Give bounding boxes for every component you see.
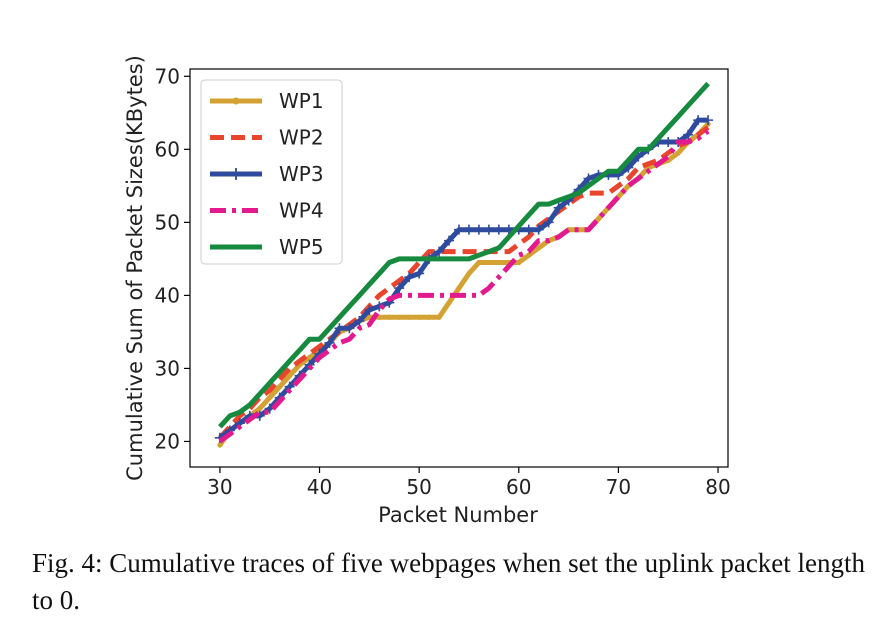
x-tick-label: 70 (606, 475, 631, 499)
y-tick-label: 30 (155, 356, 180, 380)
legend-label-wp3: WP3 (279, 162, 324, 186)
point-wp3 (543, 217, 554, 228)
point-wp3 (553, 202, 564, 213)
point-wp3 (414, 268, 425, 279)
point-wp1 (287, 373, 293, 379)
y-axis-label: Cumulative Sum of Packet Sizes(KBytes) (123, 55, 147, 481)
series-layer (214, 81, 714, 448)
y-tick-label: 40 (155, 283, 180, 307)
y-tick-label: 70 (155, 64, 180, 88)
y-tick-label: 60 (155, 137, 180, 161)
x-tick-label: 40 (307, 475, 332, 499)
axes-layer (189, 68, 729, 468)
point-wp3 (663, 137, 674, 148)
y-tick-label: 50 (155, 210, 180, 234)
point-wp1 (496, 259, 502, 266)
series-line-wp4 (218, 129, 710, 444)
legend: WP1 WP2 WP3 WP4 WP5 (200, 79, 343, 265)
point-wp1 (476, 259, 482, 266)
x-tick-label: 60 (506, 475, 531, 499)
point-wp3 (693, 115, 704, 126)
point-wp1 (436, 314, 442, 320)
point-wp1 (386, 314, 392, 320)
legend-marker (230, 168, 242, 180)
series-line-wp5 (218, 81, 710, 429)
series-line-wp2 (218, 125, 710, 440)
point-wp1 (396, 314, 402, 320)
point-wp1 (516, 259, 522, 266)
point-wp3 (324, 337, 335, 348)
x-tick-label: 80 (705, 475, 730, 499)
figure-caption: Fig. 4: Cumulative traces of five webpag… (32, 548, 866, 615)
point-wp3 (454, 224, 464, 235)
point-wp3 (444, 235, 455, 246)
point-wp3 (703, 115, 714, 126)
point-wp3 (523, 224, 534, 235)
point-wp1 (267, 395, 273, 401)
legend-label-wp2: WP2 (279, 126, 324, 150)
point-wp3 (583, 173, 594, 184)
point-wp1 (675, 150, 681, 156)
legend-marker (232, 97, 240, 105)
point-wp3 (354, 315, 365, 326)
point-wp3 (493, 224, 504, 235)
point-wp1 (426, 314, 432, 320)
x-tick-label: 50 (406, 475, 431, 499)
plot-frame (189, 68, 729, 468)
point-wp3 (473, 224, 484, 235)
point-wp1 (486, 259, 492, 266)
point-wp1 (595, 216, 602, 222)
point-wp3 (344, 323, 355, 334)
point-wp1 (306, 354, 313, 361)
y-tick-label: 20 (155, 429, 180, 453)
point-wp3 (463, 224, 474, 235)
point-wp1 (446, 300, 452, 306)
point-wp1 (217, 442, 223, 448)
point-wp1 (257, 405, 263, 412)
point-wp3 (533, 224, 544, 235)
point-wp3 (394, 283, 405, 294)
point-wp1 (416, 314, 422, 320)
line-chart: 30 40 50 60 70 80 20 30 40 50 60 70 Packet Number C… (123, 55, 731, 527)
point-wp1 (536, 245, 542, 251)
x-tick-label: 30 (207, 475, 232, 499)
legend-label-wp1: WP1 (279, 89, 324, 113)
point-wp1 (466, 270, 472, 277)
x-axis-label: Packet Number (378, 503, 538, 527)
legend-label-wp5: WP5 (279, 235, 324, 259)
point-wp3 (404, 272, 415, 283)
point-wp3 (334, 323, 345, 334)
ticks-layer: 30 40 50 60 70 80 20 30 40 50 60 70 (155, 64, 731, 499)
point-wp1 (277, 384, 283, 390)
legend-label-wp4: WP4 (279, 199, 324, 223)
point-wp1 (406, 314, 412, 320)
point-wp3 (434, 246, 445, 257)
point-wp3 (483, 224, 494, 235)
point-wp3 (364, 304, 375, 315)
point-wp3 (683, 129, 694, 140)
legend-box (200, 79, 343, 265)
point-wp1 (456, 285, 462, 291)
point-wp1 (526, 252, 532, 258)
